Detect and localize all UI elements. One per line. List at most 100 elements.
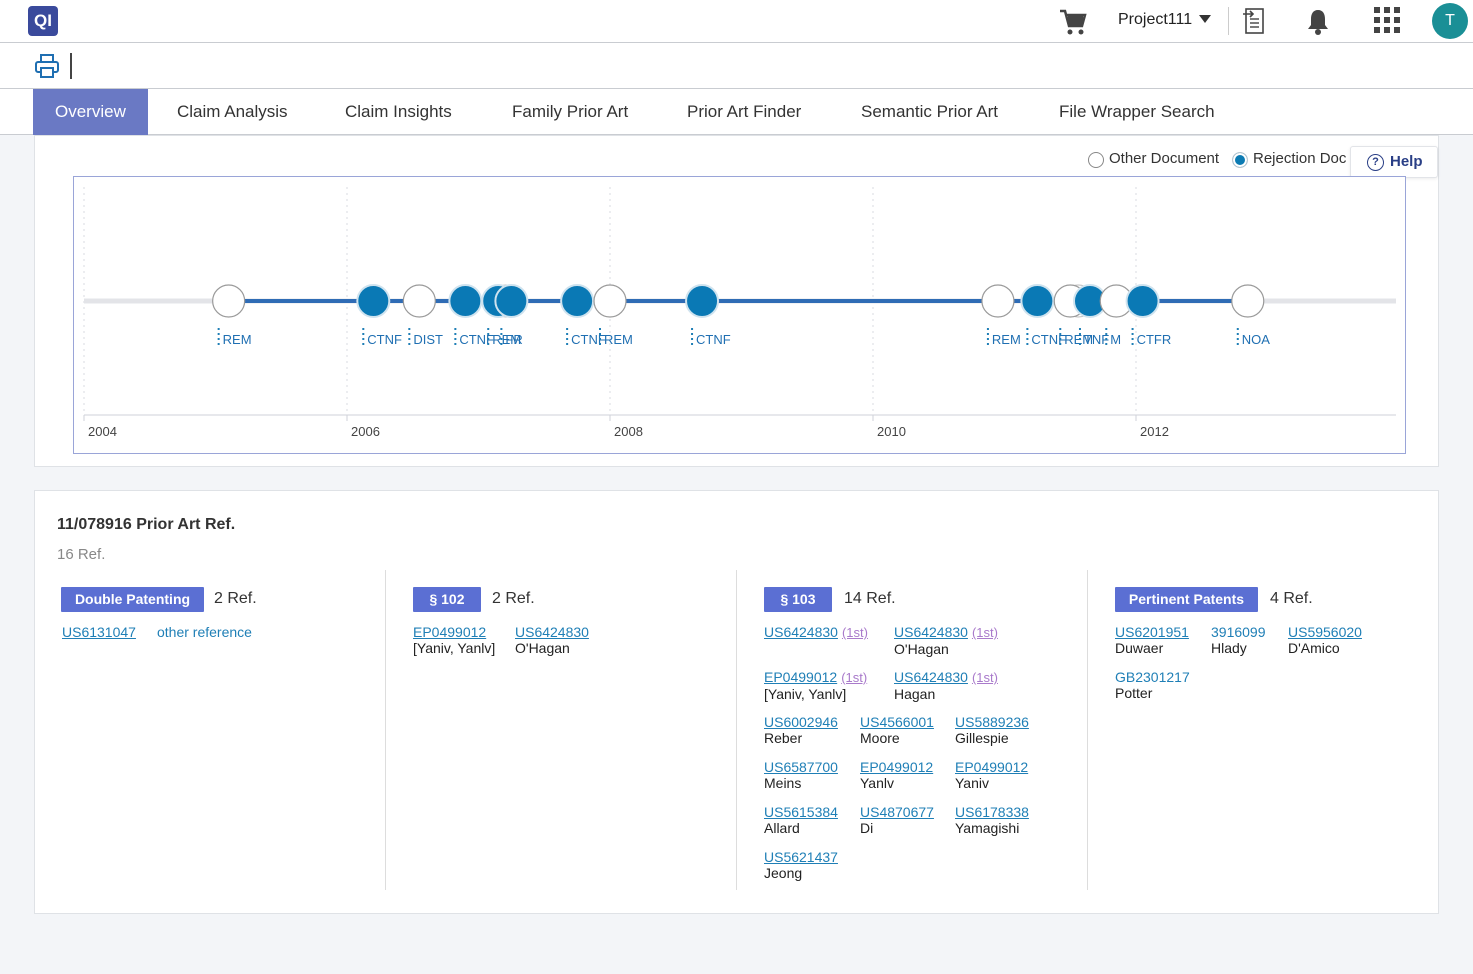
tab-prior-art-finder[interactable]: Prior Art Finder [687, 102, 802, 121]
reference-number[interactable]: US6424830 [764, 624, 838, 640]
reference-item[interactable]: EP0499012 Yanlv [860, 759, 933, 791]
other-document-radio[interactable] [1088, 152, 1104, 168]
event-marker [494, 284, 529, 318]
reference-number[interactable]: US5889236 [955, 714, 1029, 730]
reference-item[interactable]: US4566001 Moore [860, 714, 934, 746]
section-103-badge[interactable]: § 103 [764, 587, 832, 612]
reference-number[interactable]: GB2301217 [1115, 669, 1190, 685]
reference-number[interactable]: US5621437 [764, 849, 838, 865]
app-logo[interactable]: QI [28, 6, 58, 36]
event-marker [402, 284, 436, 318]
first-tag[interactable]: (1st) [971, 670, 998, 685]
reference-number[interactable]: US6424830 [515, 624, 589, 640]
project-selector[interactable]: Project111 [1118, 11, 1193, 28]
reference-number[interactable]: US6587700 [764, 759, 838, 775]
reference-item[interactable]: EP0499012 Yaniv [955, 759, 1028, 791]
reference-item[interactable]: US5621437 Jeong [764, 849, 838, 881]
event-label: CTNF [367, 332, 402, 347]
header-divider [1228, 7, 1229, 35]
action-toolbar [0, 43, 1473, 89]
reference-item[interactable]: US5615384 Allard [764, 804, 838, 836]
cart-icon[interactable] [1058, 7, 1088, 37]
reference-author: Yamagishi [955, 820, 1020, 836]
user-avatar[interactable]: T [1432, 3, 1468, 39]
tab-overview[interactable]: Overview [33, 89, 148, 135]
tab-file-wrapper-search[interactable]: File Wrapper Search [1059, 102, 1215, 121]
reference-author: O'Hagan [894, 641, 949, 657]
double-patenting-badge[interactable]: Double Patenting [61, 587, 204, 612]
reference-item[interactable]: US6424830 (1st) Hagan [894, 669, 998, 702]
reference-number[interactable]: US6002946 [764, 714, 838, 730]
reference-number[interactable]: US4870677 [860, 804, 934, 820]
tab-family-prior-art[interactable]: Family Prior Art [512, 102, 629, 121]
reference-number[interactable]: US5615384 [764, 804, 838, 820]
reference-number[interactable]: US6178338 [955, 804, 1029, 820]
help-label: Help [1390, 153, 1423, 170]
reference-number[interactable]: EP0499012 [860, 759, 934, 775]
event-marker [593, 284, 627, 318]
export-document-icon[interactable] [1242, 6, 1266, 36]
reference-number[interactable]: US6424830 [894, 669, 968, 685]
reference-number[interactable]: EP0499012 [764, 669, 838, 685]
event-label: CTNF [571, 332, 606, 347]
help-icon: ? [1367, 154, 1384, 171]
reference-number[interactable]: EP0499012 [955, 759, 1029, 775]
column-divider [385, 570, 386, 890]
event-label: M [1110, 332, 1121, 347]
reference-number[interactable]: EP0499012 [413, 624, 487, 640]
reference-author: Moore [860, 730, 900, 746]
reference-item[interactable]: US4870677 Di [860, 804, 934, 836]
reference-number[interactable]: other reference [157, 624, 252, 640]
reference-author: Meins [764, 775, 802, 791]
toolbar-divider [70, 53, 72, 79]
reference-author: [Yaniv, Yanlv] [764, 686, 847, 702]
apps-grid-icon[interactable] [1374, 7, 1400, 33]
reference-item[interactable]: US6587700 Meins [764, 759, 838, 791]
reference-item[interactable]: other reference [157, 624, 252, 640]
rejection-doc-radio[interactable] [1232, 152, 1248, 168]
reference-number[interactable]: US6201951 [1115, 624, 1189, 640]
first-tag[interactable]: (1st) [841, 670, 868, 685]
reference-number[interactable]: US5956020 [1288, 624, 1362, 640]
reference-number[interactable]: US6424830 [894, 624, 968, 640]
first-tag[interactable]: (1st) [841, 625, 868, 640]
reference-item[interactable]: US6424830 O'Hagan [515, 624, 589, 656]
event-label: REM [1064, 332, 1093, 347]
reference-item[interactable]: EP0499012 (1st) [Yaniv, Yanlv] [764, 669, 867, 702]
print-icon[interactable] [34, 53, 60, 79]
reference-item[interactable]: US5889236 Gillespie [955, 714, 1029, 746]
section-103-count: 14 Ref. [844, 590, 896, 607]
help-button[interactable]: ? Help [1350, 146, 1438, 178]
reference-number[interactable]: US4566001 [860, 714, 934, 730]
section-102-badge[interactable]: § 102 [413, 587, 481, 612]
reference-item[interactable]: GB2301217 Potter [1115, 669, 1190, 701]
reference-item[interactable]: US6201951 Duwaer [1115, 624, 1189, 656]
event-marker [356, 284, 391, 318]
x-axis-tick-label: 2006 [351, 424, 380, 439]
event-label: REM [223, 332, 252, 347]
reference-item[interactable]: US6131047 [62, 624, 136, 640]
dropdown-caret-icon[interactable] [1199, 15, 1211, 23]
reference-item[interactable]: US5956020 D'Amico [1288, 624, 1362, 656]
reference-item[interactable]: EP0499012 [Yaniv, Yanlv] [413, 624, 495, 656]
reference-author: Gillespie [955, 730, 1009, 746]
tab-claim-insights[interactable]: Claim Insights [345, 102, 452, 121]
reference-item[interactable]: US6178338 Yamagishi [955, 804, 1029, 836]
reference-author: Allard [764, 820, 800, 836]
first-tag[interactable]: (1st) [971, 625, 998, 640]
event-label: NOA [1242, 332, 1271, 347]
column-divider [1087, 570, 1088, 890]
reference-number[interactable]: 3916099 [1211, 624, 1266, 640]
tab-semantic-prior-art[interactable]: Semantic Prior Art [861, 102, 998, 121]
prior-art-total: 16 Ref. [57, 546, 106, 563]
reference-item[interactable]: US6424830 (1st) [764, 624, 868, 641]
reference-author: Reber [764, 730, 803, 746]
reference-item[interactable]: US6424830 (1st) O'Hagan [894, 624, 998, 657]
x-axis-tick-label: 2012 [1140, 424, 1169, 439]
reference-number[interactable]: US6131047 [62, 624, 136, 640]
tab-claim-analysis[interactable]: Claim Analysis [177, 102, 288, 121]
reference-item[interactable]: 3916099 Hlady [1211, 624, 1266, 656]
bell-icon[interactable] [1305, 7, 1331, 35]
pertinent-patents-badge[interactable]: Pertinent Patents [1115, 587, 1258, 612]
reference-item[interactable]: US6002946 Reber [764, 714, 838, 746]
